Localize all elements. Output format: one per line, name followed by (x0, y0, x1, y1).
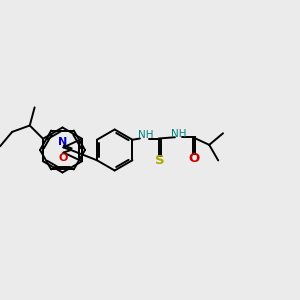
Text: S: S (155, 154, 164, 167)
Text: N: N (58, 137, 67, 147)
Text: NH: NH (138, 130, 153, 140)
Text: O: O (59, 153, 68, 163)
Text: O: O (188, 152, 200, 166)
Text: NH: NH (171, 129, 187, 139)
